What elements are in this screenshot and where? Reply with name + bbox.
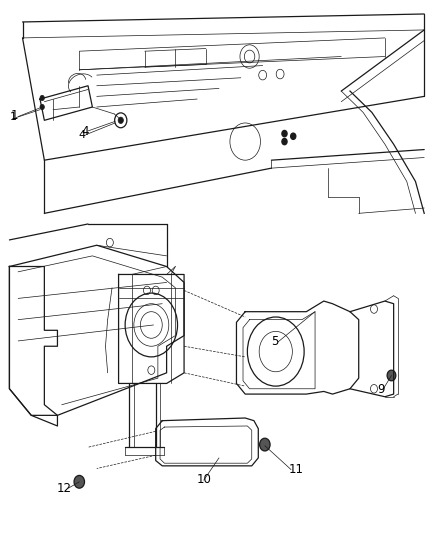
Text: 4: 4 [81, 125, 89, 138]
Circle shape [74, 475, 85, 488]
Text: 5: 5 [272, 335, 279, 348]
Circle shape [387, 370, 396, 381]
Circle shape [118, 117, 124, 124]
Circle shape [260, 438, 270, 451]
Text: 1: 1 [10, 112, 17, 122]
Text: 1: 1 [11, 109, 18, 122]
Text: 12: 12 [57, 482, 71, 495]
Circle shape [40, 95, 44, 101]
Text: 4: 4 [78, 130, 85, 140]
Text: 9: 9 [377, 383, 385, 396]
Text: 11: 11 [289, 463, 304, 476]
Text: 10: 10 [196, 473, 211, 487]
Circle shape [290, 133, 296, 140]
Circle shape [282, 131, 287, 137]
Circle shape [40, 104, 44, 110]
Circle shape [282, 139, 287, 145]
